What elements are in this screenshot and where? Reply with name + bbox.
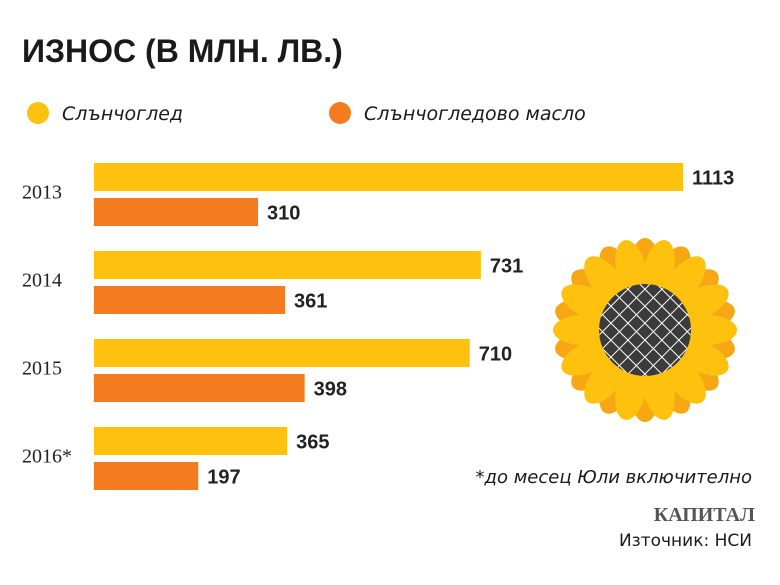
bar <box>94 251 481 279</box>
value-label: 365 <box>296 431 329 453</box>
chart-title: ИЗНОС (В МЛН. ЛВ.) <box>22 33 343 69</box>
legend-label: Слънчоглед <box>62 103 183 125</box>
source: Източник: НСИ <box>619 531 752 551</box>
value-label: 310 <box>267 202 300 224</box>
bar <box>94 427 288 455</box>
legend-marker <box>27 102 49 124</box>
sunflower-illustration <box>553 238 737 422</box>
legend-label: Слънчогледово масло <box>364 103 586 125</box>
bar <box>94 163 683 191</box>
footnote: *до месец Юли включително <box>476 467 752 488</box>
petal <box>553 315 613 345</box>
category-label: 2013 <box>22 182 62 204</box>
bar <box>94 198 259 226</box>
category-label: 2014 <box>22 270 62 292</box>
category-label: 2016* <box>22 446 72 468</box>
flower-center <box>599 284 691 376</box>
bar <box>94 374 305 402</box>
category-label: 2015 <box>22 358 62 380</box>
bar <box>94 339 470 367</box>
value-label: 1113 <box>692 167 734 189</box>
petal <box>615 240 648 299</box>
value-label: 361 <box>294 290 327 312</box>
brand: КАПИТАЛ <box>654 504 755 526</box>
legend-marker <box>329 102 351 124</box>
value-label: 398 <box>314 378 347 400</box>
bar <box>94 462 199 490</box>
value-label: 197 <box>207 466 240 488</box>
value-label: 710 <box>479 343 512 365</box>
petal <box>642 361 675 420</box>
value-label: 731 <box>490 255 523 277</box>
petal <box>677 315 737 345</box>
bar <box>94 286 286 314</box>
